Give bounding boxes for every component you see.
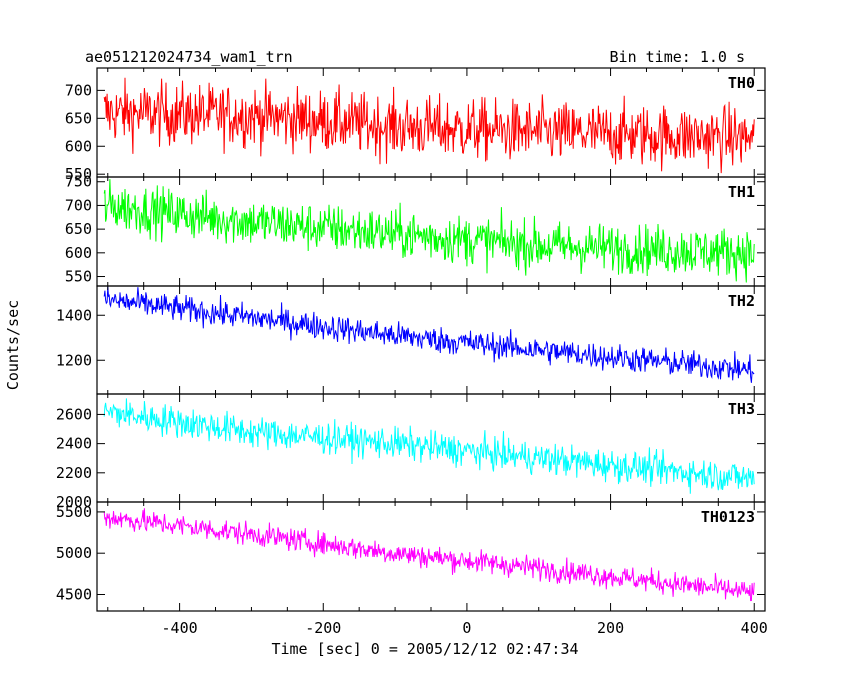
y-tick-label: 1200 [56, 351, 92, 369]
panel-label-th3: TH3 [728, 400, 755, 418]
y-tick-label: 2400 [56, 435, 92, 453]
panel-label-th0123: TH0123 [701, 508, 755, 526]
bin-time-label: Bin time: 1.0 s [610, 48, 745, 66]
x-axis-label: Time [sec] 0 = 2005/12/12 02:47:34 [271, 640, 578, 658]
x-tick-label: 400 [741, 619, 768, 637]
x-tick-label: -400 [162, 619, 198, 637]
y-tick-label: 600 [65, 244, 92, 262]
x-tick-label: 200 [597, 619, 624, 637]
y-tick-label: 5000 [56, 544, 92, 562]
chart-title: ae051212024734_wam1_trn [85, 48, 293, 66]
series-line-th0 [103, 77, 755, 174]
x-tick-label: -200 [305, 619, 341, 637]
panels-group: 550 600 650 700 TH0 550 600 650 700 750 TH1 1200 140… [56, 67, 768, 637]
y-tick-label: 650 [65, 220, 92, 238]
y-tick-label: 2600 [56, 405, 92, 423]
series-line-th0123 [103, 508, 755, 602]
series-line-th3 [103, 398, 755, 494]
x-tick-label: 0 [462, 619, 471, 637]
y-tick-label: 2000 [56, 493, 92, 511]
y-tick-label: 650 [65, 109, 92, 127]
y-axis-label: Counts/sec [4, 300, 22, 390]
series-line-th2 [103, 286, 755, 383]
y-tick-label: 700 [65, 81, 92, 99]
y-tick-label: 700 [65, 196, 92, 214]
y-tick-label: 750 [65, 173, 92, 191]
y-tick-label: 1400 [56, 306, 92, 324]
y-tick-label: 2200 [56, 464, 92, 482]
y-tick-label: 600 [65, 137, 92, 155]
series-line-th1 [103, 179, 755, 283]
y-tick-label: 550 [65, 268, 92, 286]
panel-frame-th1 [96, 176, 766, 287]
panel-label-th1: TH1 [728, 183, 755, 201]
panel-label-th2: TH2 [728, 292, 755, 310]
panel-label-th0: TH0 [728, 74, 755, 92]
y-tick-label: 5500 [56, 503, 92, 521]
y-tick-label: 550 [65, 165, 92, 183]
y-tick-label: 4500 [56, 585, 92, 603]
